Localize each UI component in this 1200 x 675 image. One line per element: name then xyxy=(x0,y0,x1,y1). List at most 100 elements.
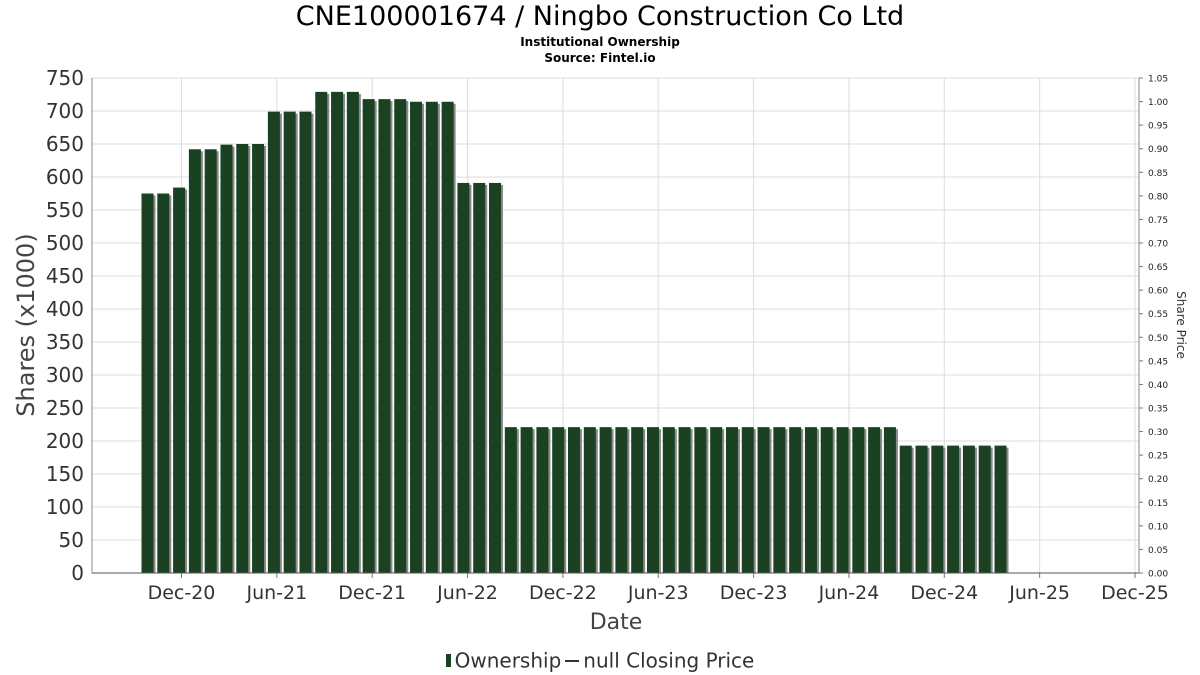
ownership-bar xyxy=(188,149,201,573)
y2-tick-labels: 0.00 0.05 0.10 0.15 0.20 0.25 0.30 0.35 0.40 0.45… xyxy=(1148,75,1168,580)
ownership-bar xyxy=(757,427,770,573)
x-tick-label: Dec-23 xyxy=(720,582,788,604)
legend: Ownership null Closing Price xyxy=(0,647,1200,673)
ownership-bar xyxy=(267,111,280,573)
ownership-bar xyxy=(489,182,502,573)
ownership-bar xyxy=(694,427,707,573)
y2-tick-label: 0.05 xyxy=(1148,546,1168,556)
ownership-bar xyxy=(741,427,754,573)
ownership-bar xyxy=(568,427,580,573)
x-axis-label: Date xyxy=(590,610,643,635)
chart-subtitle: Institutional Ownership xyxy=(520,35,680,49)
y2-tick-label: 0.45 xyxy=(1148,357,1168,367)
x-tick-label: Dec-25 xyxy=(1101,582,1169,604)
y2-tick-label: 0.30 xyxy=(1148,428,1168,438)
x-tick-label: Jun-23 xyxy=(627,582,689,604)
chart-source: Source: Fintel.io xyxy=(544,51,656,65)
y-tick-label: 650 xyxy=(46,132,84,156)
y-tick-label: 200 xyxy=(46,429,84,453)
y2-tick-label: 0.65 xyxy=(1148,263,1168,273)
ownership-bar xyxy=(773,427,786,573)
price-swatch xyxy=(565,659,580,662)
ownership-bar xyxy=(725,427,738,573)
y-tick-label: 300 xyxy=(46,363,84,387)
axes xyxy=(91,77,1143,578)
ownership-bar xyxy=(599,427,612,573)
ownership-bar xyxy=(173,187,186,573)
x-tick-label: Dec-21 xyxy=(338,582,406,604)
y2-tick-label: 0.55 xyxy=(1148,310,1168,320)
y2-tick-label: 0.70 xyxy=(1148,240,1168,250)
ownership-bar xyxy=(836,427,849,573)
legend-price: null Closing Price xyxy=(583,648,755,673)
ownership-bar xyxy=(962,445,975,573)
ownership-bar xyxy=(299,111,312,573)
ownership-bar xyxy=(473,182,486,573)
y2-tick-label: 0.80 xyxy=(1148,192,1168,202)
ownership-bar xyxy=(441,101,454,573)
x-tick-label: Jun-21 xyxy=(245,582,307,604)
x-tick-label: Dec-22 xyxy=(529,582,597,604)
x-tick-label: Jun-24 xyxy=(818,582,880,604)
ownership-bar xyxy=(346,91,359,574)
y-tick-label: 550 xyxy=(46,198,84,222)
chart-title: CNE100001674 / Ningbo Construction Co Lt… xyxy=(295,1,905,32)
y-tick-label: 750 xyxy=(46,66,84,90)
ownership-bar xyxy=(410,101,423,573)
y2-tick-label: 0.90 xyxy=(1148,145,1168,155)
x-tick-label: Jun-22 xyxy=(436,582,498,604)
y2-axis-label: Share Price xyxy=(1174,291,1188,359)
ownership-bar xyxy=(220,144,233,573)
y2-tick-label: 0.20 xyxy=(1148,475,1168,485)
y-tick-label: 600 xyxy=(46,165,84,189)
y2-tick-label: 0.40 xyxy=(1148,381,1168,391)
ownership-bar xyxy=(362,99,375,574)
ownership-bar xyxy=(520,427,533,573)
y-tick-label: 450 xyxy=(46,264,84,288)
ownership-bar xyxy=(141,193,154,573)
ownership-bar xyxy=(804,427,817,573)
ownership-bar xyxy=(789,427,802,573)
y-axis-label: Shares (x1000) xyxy=(12,233,40,416)
ownership-bar xyxy=(283,111,296,573)
y-tick-label: 0 xyxy=(71,561,84,585)
y-tick-label: 50 xyxy=(59,528,84,552)
y-tick-label: 500 xyxy=(46,231,84,255)
y2-tick-label: 1.00 xyxy=(1148,98,1168,108)
ownership-bar xyxy=(631,427,644,573)
ownership-bar xyxy=(252,144,265,573)
ownership-bar xyxy=(394,99,407,574)
ownership-bar xyxy=(315,91,328,574)
ownership-bar xyxy=(378,99,391,574)
ownership-bar xyxy=(536,427,549,573)
ownership-bar xyxy=(662,427,675,573)
y2-tick-label: 1.05 xyxy=(1148,75,1168,85)
ownership-bar xyxy=(710,427,723,573)
ownership-bar xyxy=(994,445,1007,573)
ownership-bar xyxy=(947,445,960,573)
y2-tick-label: 0.00 xyxy=(1148,570,1168,580)
ownership-swatch xyxy=(445,654,451,667)
ownership-bar xyxy=(615,427,628,573)
y2-tick-label: 0.85 xyxy=(1148,169,1168,179)
ownership-bar xyxy=(504,427,517,573)
ownership-bar xyxy=(868,427,881,573)
ownership-bar xyxy=(678,427,691,573)
ownership-bar xyxy=(331,91,344,574)
ownership-bar xyxy=(646,427,659,573)
y2-tick-label: 0.35 xyxy=(1148,405,1168,415)
y-tick-label: 150 xyxy=(46,462,84,486)
y2-tick-label: 0.75 xyxy=(1148,216,1168,226)
ownership-bar xyxy=(931,445,944,573)
ownership-bar xyxy=(457,182,470,573)
ownership-bar xyxy=(583,427,596,573)
y2-tick-label: 0.15 xyxy=(1148,499,1168,509)
x-tick-label: Dec-24 xyxy=(910,582,978,604)
ownership-bar xyxy=(852,427,865,573)
y2-tick-label: 0.25 xyxy=(1148,452,1168,462)
y-tick-label: 250 xyxy=(46,396,84,420)
x-tick-labels: Dec-20 Jun-21 Dec-21 Jun-22 Dec-22 Jun-23 Dec-… xyxy=(148,582,1169,604)
y-tick-label: 350 xyxy=(46,330,84,354)
y-tick-labels: 0 50 100 150 200 250 300 350 400 450 500 550 600 650 7… xyxy=(46,66,84,585)
